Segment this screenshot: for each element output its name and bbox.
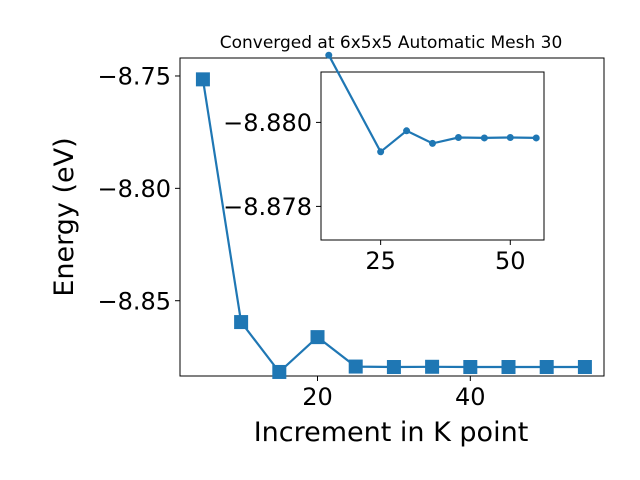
inset-plot: 25 50 −8.880 −8.878: [223, 51, 545, 275]
x-tick-label: 20: [302, 383, 333, 411]
data-point-marker: [195, 72, 210, 87]
data-point-marker: [325, 51, 333, 59]
data-point-marker: [501, 360, 516, 375]
x-axis-label: Increment in K point: [254, 417, 529, 448]
inset-series-markers: [325, 51, 540, 156]
data-point-marker: [532, 134, 540, 142]
inset-plot-frame: [320, 71, 545, 241]
y-tick-label: −8.75: [97, 63, 171, 91]
x-tick-label: 25: [365, 247, 396, 275]
data-point-marker: [429, 139, 436, 147]
data-point-marker: [386, 360, 401, 375]
main-x-ticks: 20 40: [302, 376, 486, 411]
data-point-marker: [272, 364, 287, 379]
y-tick-label: −8.878: [223, 193, 312, 221]
data-point-marker: [577, 360, 592, 375]
y-tick-label: −8.85: [97, 287, 171, 315]
data-point-marker: [454, 134, 462, 142]
main-y-ticks: −8.75 −8.80 −8.85: [97, 63, 180, 315]
data-point-marker: [403, 127, 411, 135]
data-point-marker: [506, 134, 514, 142]
inset-series-line: [327, 54, 537, 154]
main-series-markers: [195, 72, 592, 379]
main-plot: 20 40 −8.75−8.80−8.85: [97, 57, 605, 411]
data-point-marker: [480, 134, 488, 142]
x-tick-label: 50: [495, 247, 526, 275]
data-point-marker: [463, 360, 478, 375]
x-tick-label: 40: [455, 383, 486, 411]
data-point-marker: [377, 148, 385, 156]
y-tick-label: −8.880: [223, 109, 312, 137]
y-axis-label: Energy (eV): [49, 137, 80, 296]
inset-x-ticks: 25 50: [365, 240, 526, 275]
main-plot-frame: [179, 57, 605, 377]
data-point-marker: [539, 360, 554, 375]
data-point-marker: [348, 359, 363, 374]
y-tick-label: −8.80: [97, 175, 171, 203]
chart-title: Converged at 6x5x5 Automatic Mesh 30: [220, 33, 563, 53]
data-point-marker: [310, 330, 325, 345]
inset-y-ticks: −8.880 −8.878: [223, 109, 321, 221]
data-point-marker: [425, 359, 440, 374]
data-point-marker: [234, 315, 249, 330]
